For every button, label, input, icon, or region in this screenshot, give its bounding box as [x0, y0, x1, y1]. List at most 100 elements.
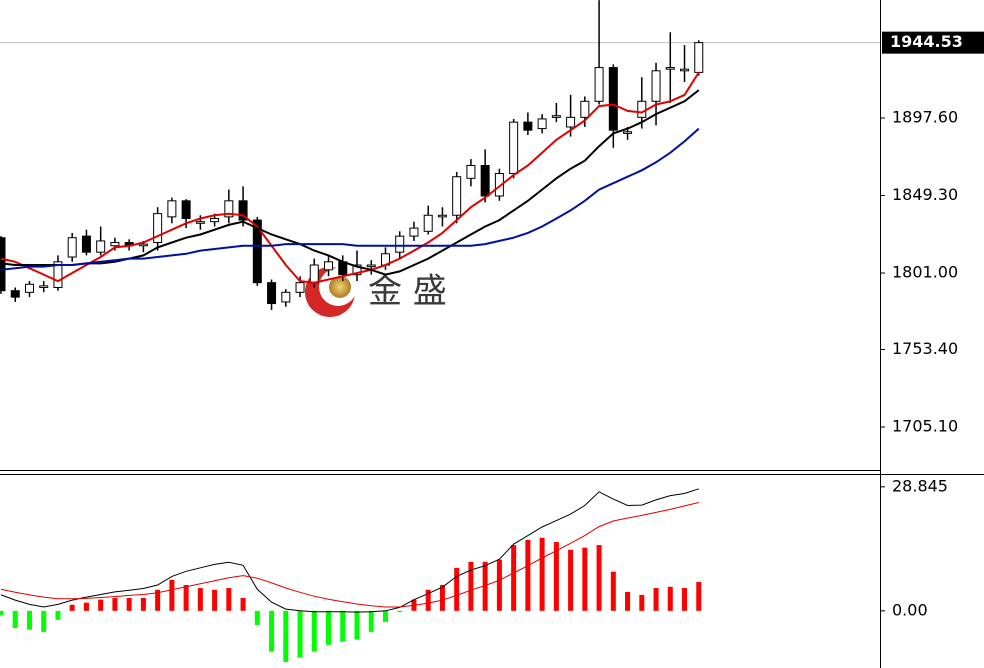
histogram-bar: [439, 585, 445, 611]
histogram-bar: [297, 610, 303, 658]
histogram-bar: [682, 588, 688, 611]
histogram-bar: [511, 545, 517, 611]
candle-body: [224, 200, 234, 218]
candle-body: [566, 116, 576, 128]
candle-body: [153, 213, 163, 244]
histogram-bar: [397, 610, 403, 613]
candle-body: [608, 67, 618, 131]
histogram-bar: [496, 559, 502, 611]
histogram-bar: [126, 597, 132, 611]
candle-body: [210, 217, 220, 223]
histogram-bar: [226, 588, 232, 611]
histogram-bar: [582, 547, 588, 611]
candle-body: [409, 227, 419, 237]
histogram-bar: [354, 610, 360, 640]
candle-body: [138, 243, 148, 247]
candle-body: [366, 264, 376, 268]
candle-body: [181, 200, 191, 219]
histogram-bar: [525, 539, 531, 611]
candle-body: [665, 67, 675, 70]
histogram-bar: [653, 588, 659, 611]
candle-body: [39, 285, 49, 288]
candle-body: [466, 164, 476, 179]
histogram-bar: [553, 542, 559, 611]
histogram-bar: [69, 604, 75, 611]
histogram-bar: [639, 594, 645, 611]
histogram-bar: [326, 610, 332, 645]
y-tick-label: 1801.00: [892, 263, 958, 282]
candle-body: [523, 121, 533, 131]
line-series: [0, 488, 699, 613]
y-tick-label: 0.00: [892, 600, 928, 619]
histogram-bar: [26, 610, 32, 630]
histogram-bar: [468, 561, 474, 611]
histogram-bar: [55, 610, 61, 620]
histogram-bar: [425, 589, 431, 611]
histogram-bar: [98, 599, 104, 611]
histogram-bar: [368, 610, 374, 632]
price-panel: [0, 0, 880, 310]
histogram-bar: [482, 561, 488, 611]
candle-body: [637, 100, 647, 118]
candle-body: [309, 264, 319, 284]
histogram-bar: [311, 610, 317, 652]
histogram-bar: [112, 597, 118, 611]
candle-body: [167, 200, 177, 218]
candle-body: [252, 219, 262, 284]
histogram-bar: [454, 567, 460, 611]
candle-body: [623, 131, 633, 134]
candle-body: [594, 67, 604, 102]
candle-body: [494, 173, 504, 197]
histogram-bar: [382, 610, 388, 623]
candle-body: [651, 70, 661, 102]
candle-body: [295, 282, 305, 293]
watermark-text: 金 盛: [368, 272, 447, 312]
candle-body: [281, 291, 291, 303]
candle-body: [195, 221, 205, 224]
histogram-bar: [12, 610, 18, 629]
candle-body: [480, 164, 490, 197]
candle-body: [423, 214, 433, 232]
candle-body: [551, 115, 561, 118]
histogram-bar: [696, 582, 702, 611]
candle-body: [267, 282, 277, 305]
y-tick-label: 1705.10: [892, 416, 958, 435]
candle-body: [352, 264, 362, 276]
histogram-bar: [625, 591, 631, 611]
histogram-bar: [169, 579, 175, 611]
histogram-bar: [539, 537, 545, 611]
histogram-bar: [197, 588, 203, 611]
histogram-bar: [667, 586, 673, 611]
histogram-bar: [340, 610, 346, 642]
line-series: [0, 71, 700, 284]
line-series: [0, 127, 700, 271]
histogram-bar: [0, 610, 4, 616]
candle-body: [452, 176, 462, 216]
histogram-bar: [240, 597, 246, 611]
histogram-bar: [41, 610, 47, 632]
line-series: [0, 502, 699, 608]
candle-body: [67, 237, 77, 258]
histogram-bar: [155, 589, 161, 611]
y-tick-label: 28.845: [892, 476, 948, 495]
candle-body: [509, 121, 519, 175]
candle-body: [96, 240, 106, 253]
histogram-bar: [183, 585, 189, 611]
histogram-bar: [140, 597, 146, 611]
histogram-bar: [568, 549, 574, 611]
histogram-bar: [269, 610, 275, 652]
candle-body: [10, 290, 20, 298]
candle-body: [324, 261, 334, 271]
candle-body: [53, 261, 63, 288]
candle-body: [694, 42, 704, 73]
candle-body: [437, 214, 447, 218]
candle-body: [395, 235, 405, 253]
macd-panel: [0, 488, 702, 662]
candle-body: [580, 100, 590, 118]
histogram-bar: [283, 610, 289, 662]
candle-body: [537, 118, 547, 130]
